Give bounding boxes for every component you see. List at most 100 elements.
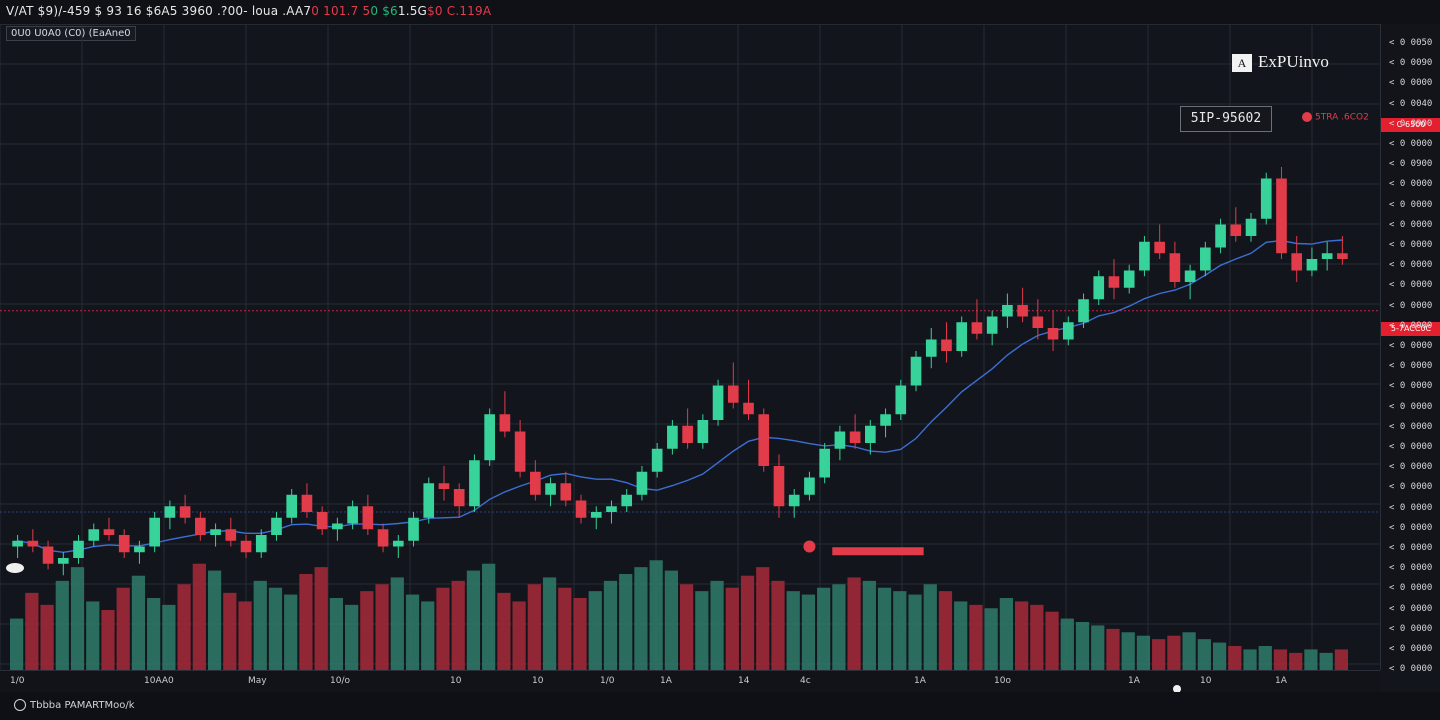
- footer-logo[interactable]: Tbbba PAMARTMoo/k: [14, 699, 135, 711]
- price-tick: < 0 0000: [1389, 664, 1433, 675]
- volume-bar: [55, 580, 69, 670]
- candle-body: [1184, 270, 1196, 282]
- time-scroll-handle[interactable]: [1173, 685, 1181, 693]
- candle-body: [377, 529, 389, 547]
- candle-body: [255, 535, 267, 553]
- symbol-info-line: V/AT $9)/-459 $ 93 16 $6A5 3960 .?00- lo…: [6, 4, 491, 18]
- footer-logo-text: Tbbba PAMARTMoo/k: [30, 700, 135, 711]
- volume-bar: [268, 587, 283, 670]
- volume-bar: [817, 587, 831, 670]
- candle-body: [575, 500, 587, 518]
- volume-bar: [847, 577, 861, 670]
- candle-body: [727, 385, 739, 403]
- volume-bar: [497, 592, 511, 670]
- crosshair-price-box: 5IP-95602: [1180, 106, 1272, 132]
- price-tick: < 0 0000: [1389, 199, 1433, 210]
- candlestick-chart[interactable]: [0, 24, 1380, 670]
- price-tick: < 0 0000: [1389, 462, 1433, 473]
- candle-body: [1002, 305, 1013, 317]
- volume-bar: [436, 587, 450, 670]
- candle-body: [865, 425, 876, 443]
- volume-bar: [1060, 618, 1074, 670]
- volume-bar: [421, 601, 435, 670]
- price-tick: < 0 0900: [1389, 159, 1433, 170]
- candle-body: [286, 494, 298, 518]
- price-tick: < 0 0000: [1389, 543, 1433, 553]
- volume-bar: [908, 594, 922, 670]
- volume-bar: [756, 567, 770, 670]
- price-tick: < 0 0000: [1389, 644, 1433, 654]
- volume-bar: [710, 580, 724, 670]
- volume-bar: [893, 591, 907, 670]
- indicator-label[interactable]: 0U0 U0A0 (C0) (EaAne0: [6, 26, 136, 41]
- chart-area[interactable]: [0, 24, 1380, 670]
- volume-bar: [1091, 625, 1105, 670]
- candle-body: [773, 466, 785, 507]
- price-tick: < 0 0000: [1389, 240, 1433, 250]
- volume-bar: [634, 567, 648, 670]
- time-tick: 10AA0: [144, 676, 174, 686]
- volume-bar: [954, 601, 968, 670]
- price-tick: < 0 0000: [1389, 563, 1433, 574]
- candle-body: [1123, 270, 1135, 288]
- time-tick: 1A: [1128, 676, 1140, 686]
- candle-body: [225, 529, 237, 541]
- volume-bar: [101, 610, 115, 670]
- candle-body: [27, 540, 39, 547]
- footer-bar: Tbbba PAMARTMoo/k: [0, 692, 1440, 720]
- candle-body: [1321, 253, 1333, 259]
- volume-bar: [147, 598, 161, 670]
- volume-bar: [314, 567, 328, 670]
- volume-bar: [938, 591, 953, 670]
- price-axis[interactable]: C-6500 5-7ACC0C < 0 0050 < 0 0090 < 0 0000…: [1380, 24, 1440, 674]
- volume-bar: [1319, 652, 1333, 670]
- time-axis[interactable]: 1/0 10AA0 May 10/o 10 10 1/0 1A 14 4c 1A 10o 1A 10 1A: [0, 670, 1380, 693]
- volume-bar: [1015, 601, 1029, 670]
- price-tick: < 0 0000: [1389, 401, 1433, 412]
- candle-body: [423, 483, 435, 518]
- volume-bar: [131, 575, 146, 670]
- candle-body: [301, 494, 313, 512]
- price-tick: < 0 0000: [1389, 502, 1433, 513]
- symbol-part: 0 101.7 5: [311, 4, 371, 18]
- volume-bar: [1075, 622, 1090, 670]
- alert-badge[interactable]: 5TRA .6CO2: [1302, 112, 1369, 123]
- volume-bar: [1136, 635, 1151, 670]
- time-tick: 1A: [660, 676, 672, 686]
- time-tick: 10: [1200, 676, 1212, 686]
- volume-bar: [10, 618, 24, 670]
- volume-bar: [1289, 652, 1303, 670]
- time-tick: 10/o: [330, 676, 350, 686]
- volume-bar: [345, 604, 359, 670]
- candle-body: [849, 431, 861, 443]
- volume-bar: [1304, 649, 1318, 670]
- candle-body: [1200, 247, 1211, 271]
- drawing-handle[interactable]: [6, 563, 24, 573]
- time-tick: 1/0: [600, 676, 615, 686]
- volume-bar: [969, 604, 983, 670]
- moving-average-line: [17, 239, 1343, 554]
- candle-body: [925, 339, 937, 357]
- candle-body: [667, 425, 678, 449]
- volume-bar: [1197, 639, 1211, 670]
- time-tick: 1/0: [10, 676, 25, 686]
- candle-body: [986, 316, 998, 334]
- price-tick: < 0 0000: [1389, 381, 1433, 392]
- top-toolbar: V/AT $9)/-459 $ 93 16 $6A5 3960 .?00- lo…: [0, 0, 1440, 25]
- brand-logo-icon: A: [1232, 54, 1252, 73]
- volume-bar: [588, 591, 602, 670]
- symbol-part: $0 C.119A: [427, 4, 492, 18]
- volume-bar: [1212, 642, 1227, 670]
- volume-bar: [223, 592, 237, 670]
- volume-bar: [664, 570, 678, 670]
- candle-body: [956, 322, 968, 351]
- candle-body: [103, 529, 115, 535]
- volume-bar: [1243, 649, 1257, 670]
- price-tick: < 0 0000: [1389, 280, 1433, 291]
- symbol-part: 0 $6: [370, 4, 398, 18]
- volume-bar: [25, 592, 39, 670]
- volume-bar: [1152, 639, 1166, 670]
- footer-logo-icon: [14, 699, 26, 711]
- candle-body: [1078, 299, 1089, 323]
- volume-bar: [451, 580, 465, 670]
